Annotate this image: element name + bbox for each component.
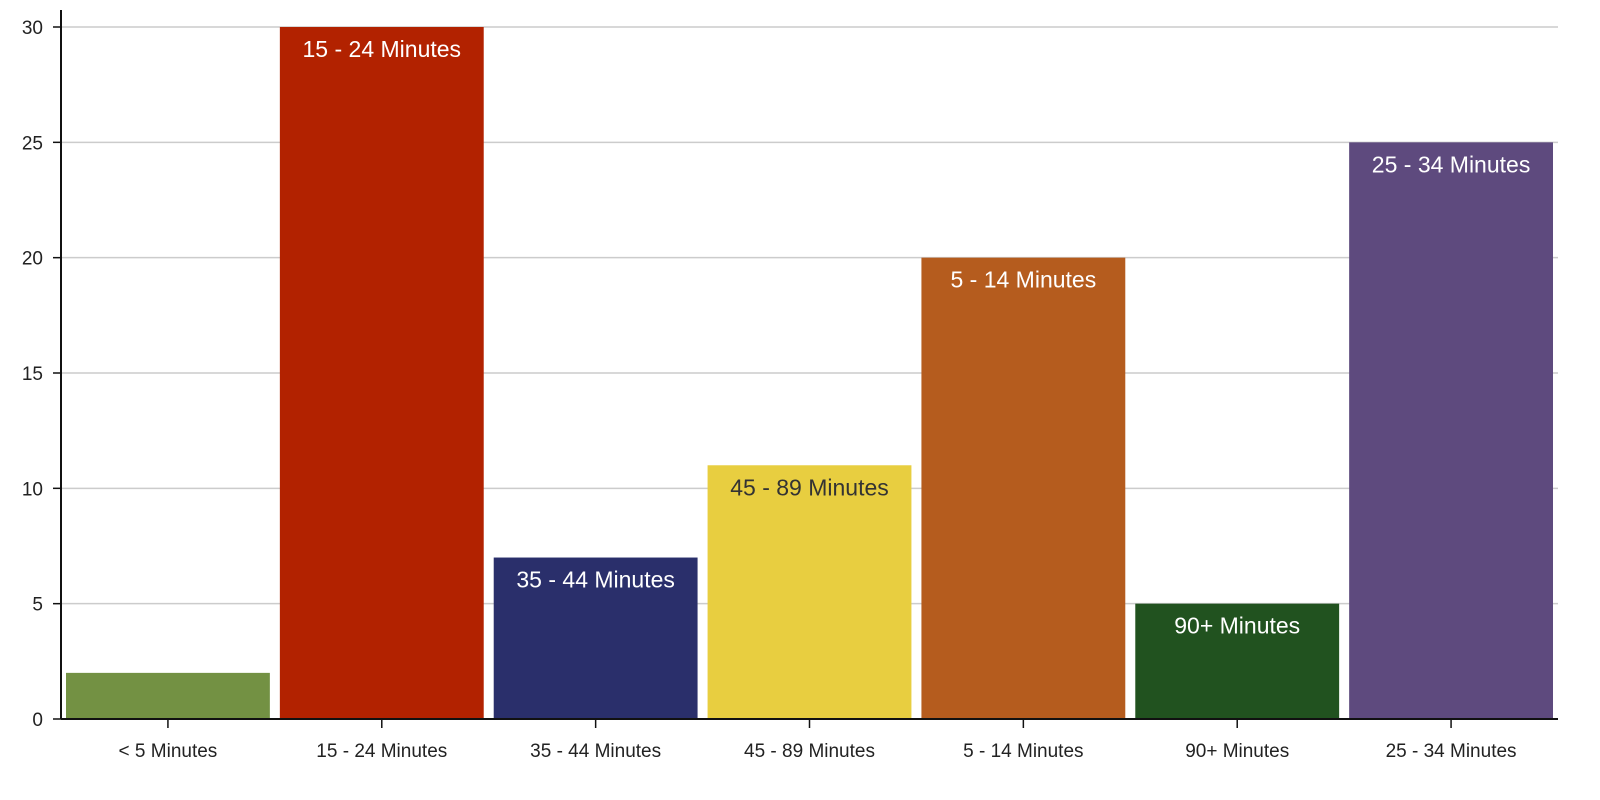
bar[interactable] (1349, 142, 1553, 720)
bar[interactable] (707, 465, 912, 719)
y-tick-label: 25 (22, 133, 43, 154)
y-tick-label: 0 (32, 710, 43, 731)
axes (53, 10, 1558, 728)
x-tick-label: 25 - 34 Minutes (1386, 741, 1517, 762)
x-tick-label: 45 - 89 Minutes (744, 741, 875, 762)
labels: 0 5 10 15 20 25 30 < 5 Minutes 15 - 24 Minutes 15… (22, 18, 1530, 762)
y-tick-label: 10 (22, 479, 43, 500)
bars (66, 27, 1553, 720)
x-tick-label: 35 - 44 Minutes (530, 741, 661, 762)
x-tick-label: 15 - 24 Minutes (316, 741, 447, 762)
data-label: 90+ Minutes (1174, 613, 1300, 639)
data-label: 25 - 34 Minutes (1372, 151, 1531, 177)
x-tick-label: 90+ Minutes (1185, 741, 1289, 762)
data-label: 35 - 44 Minutes (516, 567, 675, 593)
y-tick-label: 5 (32, 595, 43, 616)
x-tick-label: < 5 Minutes (119, 741, 218, 762)
bar[interactable] (1135, 603, 1340, 719)
data-label: 15 - 24 Minutes (303, 36, 462, 62)
y-tick-label: 15 (22, 364, 43, 385)
y-tick-label: 30 (22, 18, 43, 39)
data-label: 45 - 89 Minutes (730, 474, 889, 500)
bar[interactable] (279, 27, 484, 719)
bar[interactable] (493, 557, 698, 719)
data-label: 5 - 14 Minutes (950, 267, 1096, 293)
y-tick-label: 20 (22, 249, 43, 270)
bar[interactable] (921, 257, 1126, 719)
bar[interactable] (66, 672, 270, 719)
x-tick-label: 5 - 14 Minutes (963, 741, 1083, 762)
